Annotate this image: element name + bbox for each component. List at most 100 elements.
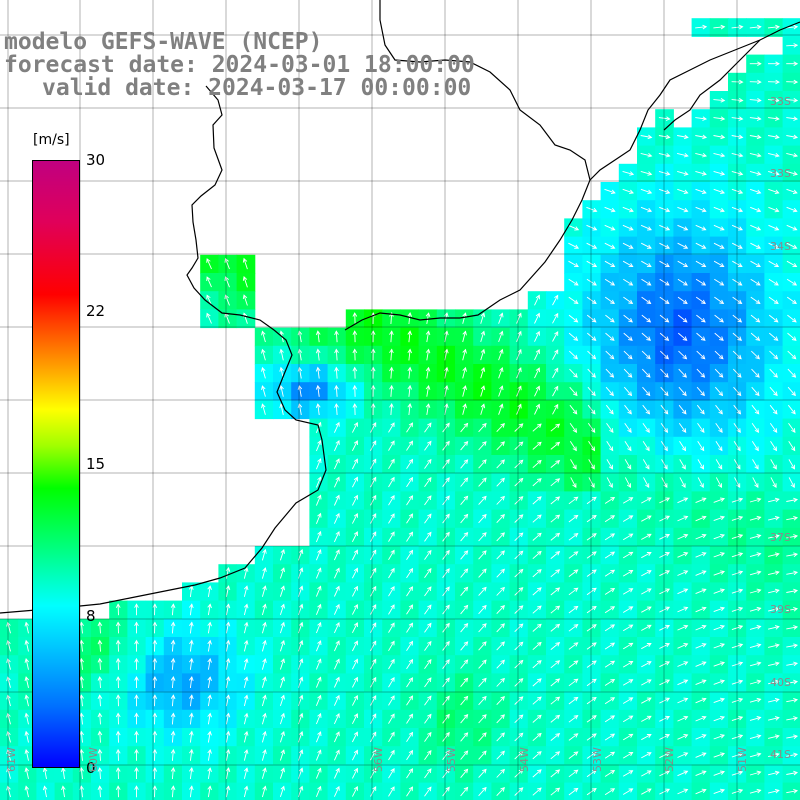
wind-arrow-head: [261, 330, 266, 336]
wind-arrow-head: [719, 244, 725, 249]
wind-arrow: [424, 786, 432, 797]
wind-arrow: [351, 622, 358, 634]
wind-arrow: [516, 313, 522, 324]
wind-arrow-head: [628, 606, 634, 611]
wind-arrow-head: [626, 483, 631, 489]
wind-arrow-head: [683, 588, 689, 593]
wind-arrow: [261, 658, 266, 670]
wind-arrow: [317, 403, 320, 416]
wind-arrow: [480, 404, 485, 415]
wind-arrow-head: [408, 677, 414, 682]
wind-arrow-head: [627, 354, 633, 360]
wind-arrow: [207, 677, 211, 688]
wind-arrow: [678, 404, 687, 415]
wind-arrow-head: [225, 585, 231, 591]
wind-arrow-head: [280, 731, 285, 736]
wind-arrow-head: [189, 621, 194, 627]
wind-arrow-head: [720, 752, 725, 757]
wind-arrow-head: [683, 570, 689, 575]
wind-arrow-head: [701, 697, 707, 702]
wind-arrow-head: [701, 715, 707, 721]
wind-arrow-head: [645, 373, 651, 378]
wind-arrow-head: [334, 348, 339, 354]
wind-arrow-head: [482, 714, 487, 719]
wind-arrow: [568, 332, 578, 341]
wind-arrow-head: [555, 441, 561, 447]
wind-arrow-head: [720, 606, 725, 612]
wind-arrow: [498, 404, 503, 415]
wind-arrow-head: [701, 171, 707, 176]
wind-arrow-head: [610, 606, 616, 611]
wind-arrow-head: [573, 533, 579, 538]
wind-arrow: [532, 733, 542, 742]
wind-arrow-head: [372, 731, 377, 737]
colorbar-tick-22: 22: [86, 302, 106, 320]
wind-arrow-head: [6, 639, 11, 645]
wind-arrow-head: [225, 639, 231, 645]
wind-arrow: [534, 386, 540, 397]
wind-arrow: [588, 441, 595, 451]
wind-arrow-head: [353, 785, 358, 791]
wind-arrow-head: [262, 585, 267, 591]
wind-arrow-head: [718, 446, 723, 452]
wind-arrow-head: [408, 440, 414, 446]
wind-arrow-head: [591, 751, 597, 756]
wind-arrow: [677, 516, 688, 522]
wind-arrow-head: [683, 152, 689, 158]
wind-arrow-head: [701, 497, 707, 502]
wind-arrow-head: [555, 787, 561, 793]
wind-arrow: [388, 477, 395, 488]
wind-arrow-head: [518, 641, 524, 647]
wind-arrow: [406, 550, 413, 560]
wind-arrow: [478, 568, 487, 578]
wind-arrow: [695, 588, 706, 595]
lat-label: 34S: [770, 240, 791, 253]
wind-arrow: [586, 587, 597, 596]
wind-arrow: [550, 551, 560, 559]
wind-arrow: [496, 678, 505, 687]
wind-arrow: [659, 625, 670, 631]
wind-arrow-head: [754, 428, 760, 433]
wind-arrow-head: [225, 566, 231, 572]
wind-arrow: [568, 533, 578, 541]
wind-arrow: [641, 643, 652, 650]
wind-arrow-head: [298, 767, 304, 773]
wind-arrow: [677, 552, 688, 558]
wind-arrow: [641, 368, 651, 378]
wind-arrow: [99, 749, 101, 761]
wind-arrow-head: [610, 642, 616, 647]
wind-arrow-head: [480, 403, 486, 409]
wind-arrow: [659, 552, 670, 558]
wind-arrow: [44, 768, 47, 779]
wind-arrow-head: [317, 494, 322, 500]
wind-arrow: [514, 514, 524, 523]
wind-arrow-head: [189, 603, 194, 609]
wind-arrow-head: [372, 640, 377, 646]
wind-arrow: [532, 514, 542, 523]
wind-arrow-head: [317, 421, 322, 427]
wind-arrow: [460, 605, 468, 615]
wind-arrow-head: [353, 549, 358, 555]
wind-arrow: [786, 26, 798, 29]
wind-arrow: [225, 768, 230, 779]
wind-arrow-head: [609, 409, 614, 415]
wind-arrow-head: [718, 409, 723, 415]
wind-arrow-head: [372, 604, 377, 609]
wind-arrow: [315, 531, 322, 543]
wind-arrow-head: [463, 422, 469, 428]
wind-arrow: [749, 735, 761, 740]
wind-arrow: [550, 624, 560, 632]
wind-arrow: [460, 587, 468, 596]
wind-arrow-head: [772, 464, 777, 470]
wind-arrow-head: [408, 749, 414, 755]
wind-arrow-head: [517, 312, 522, 318]
wind-arrow: [659, 296, 670, 304]
wind-arrow: [388, 568, 395, 579]
wind-arrow-head: [317, 640, 322, 646]
wind-arrow-head: [225, 603, 231, 609]
wind-arrow-head: [280, 621, 285, 627]
wind-arrow: [642, 386, 651, 396]
wind-arrow-head: [720, 171, 726, 176]
wind-arrow: [534, 331, 540, 342]
